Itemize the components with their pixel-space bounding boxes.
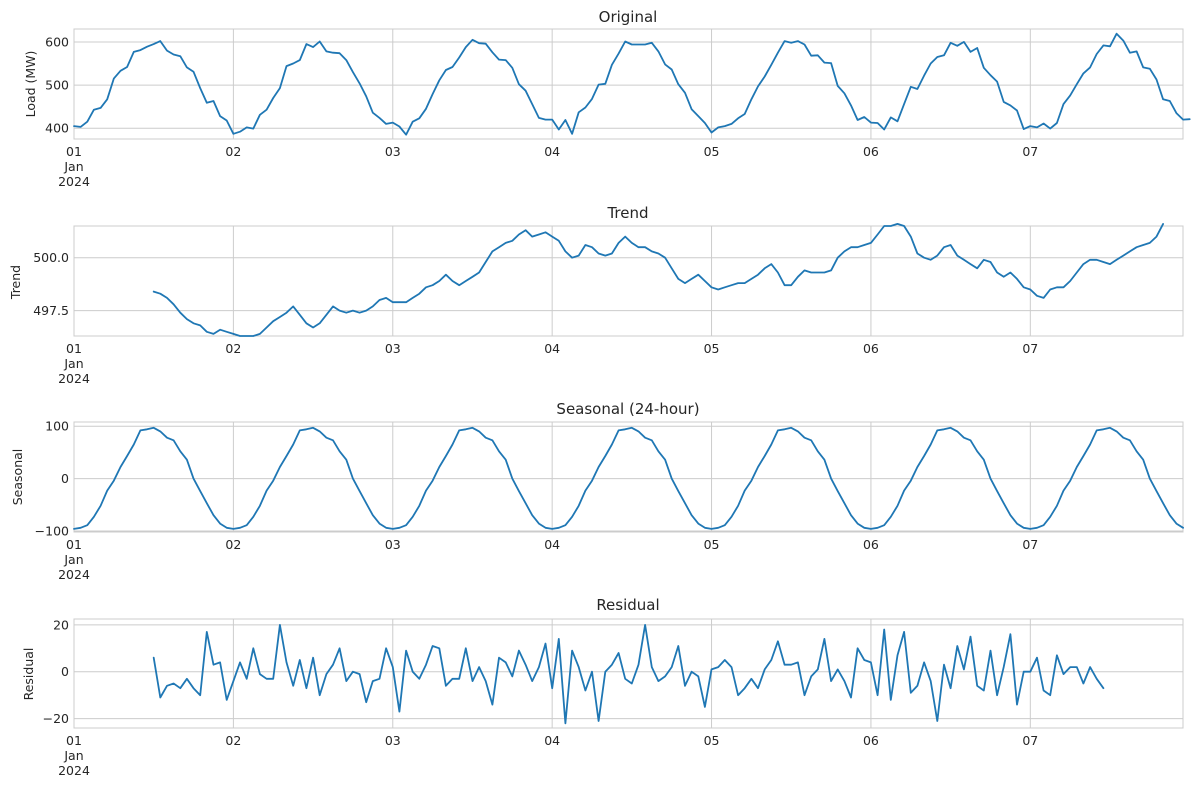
- seasonal-title: Seasonal (24-hour): [556, 400, 699, 418]
- seasonal-y-tick-label: 0: [61, 471, 69, 486]
- trend-y-axis-label: Trend: [8, 265, 23, 300]
- original-y-axis-label: Load (MW): [23, 51, 38, 118]
- original-x-tick-label-06: 06: [863, 144, 879, 159]
- seasonal-x-tick-label-05: 05: [704, 537, 720, 552]
- original-plot-area: 01 Jan 2024 02 03 04 05 06 07 400 500 600: [45, 28, 1191, 189]
- original-axes-frame: [73, 28, 1184, 140]
- original-y-tick-label: 500: [45, 78, 69, 93]
- residual-x-tick-label-05: 05: [704, 733, 720, 748]
- trend-panel: Trend Trend 01 Jan 2024 02 03 04 05 06 07 497.5 50…: [8, 204, 1184, 386]
- residual-y-tick-label: −20: [43, 711, 69, 726]
- residual-x-tick-label-03: 03: [385, 733, 401, 748]
- trend-x-tick-label-07: 07: [1022, 341, 1038, 356]
- original-series-line: [73, 32, 1191, 136]
- residual-y-axis-label: Residual: [21, 648, 36, 701]
- trend-x-tick-label-06: 06: [863, 341, 879, 356]
- original-x-tick-label-03: 03: [385, 144, 401, 159]
- original-title: Original: [599, 8, 658, 26]
- residual-y-tick-label: 0: [61, 664, 69, 679]
- residual-x-tick-label-06: 06: [863, 733, 879, 748]
- trend-y-tick-label: 497.5: [33, 303, 69, 318]
- original-x-tick-label-05: 05: [704, 144, 720, 159]
- residual-x-tick-label-07: 07: [1022, 733, 1038, 748]
- trend-x-tick-label-jan-01: 01 Jan 2024: [58, 341, 90, 386]
- original-x-tick-label-04: 04: [544, 144, 560, 159]
- seasonal-y-tick-label: −100: [35, 523, 69, 538]
- residual-x-tick-label-jan-01: 01 Jan 2024: [58, 733, 90, 778]
- original-x-tick-label-02: 02: [225, 144, 241, 159]
- seasonal-x-tick-label-jan-01: 01 Jan 2024: [58, 537, 90, 582]
- seasonal-x-tick-label-06: 06: [863, 537, 879, 552]
- original-x-tick-label-07: 07: [1022, 144, 1038, 159]
- residual-series-line: [152, 624, 1105, 725]
- original-panel: Original Load (MW) 01 Jan 2024 02 03 04 05 06 07…: [23, 8, 1191, 189]
- trend-y-tick-label: 500.0: [33, 250, 69, 265]
- residual-title: Residual: [596, 596, 659, 614]
- residual-x-tick-label-02: 02: [225, 733, 241, 748]
- trend-x-tick-label-04: 04: [544, 341, 560, 356]
- seasonal-plot-area: 01 Jan 2024 02 03 04 05 06 07 −100 0 100: [35, 419, 1184, 582]
- seasonal-y-tick-label: 100: [45, 419, 69, 434]
- seasonal-axes-frame: [73, 421, 1184, 533]
- original-x-tick-label-jan-01: 01 Jan 2024: [58, 144, 90, 189]
- trend-x-tick-label-05: 05: [704, 341, 720, 356]
- seasonal-y-axis-label: Seasonal: [10, 449, 25, 506]
- residual-x-tick-label-04: 04: [544, 733, 560, 748]
- trend-plot-area: 01 Jan 2024 02 03 04 05 06 07 497.5 500.0: [33, 222, 1184, 386]
- trend-title: Trend: [606, 204, 648, 222]
- residual-axes-frame: [73, 618, 1184, 729]
- residual-y-tick-label: 20: [53, 617, 69, 632]
- trend-series-line: [152, 222, 1164, 337]
- original-y-tick-label: 600: [45, 34, 69, 49]
- trend-x-tick-label-03: 03: [385, 341, 401, 356]
- seasonal-x-tick-label-07: 07: [1022, 537, 1038, 552]
- residual-panel: Residual Residual 01 Jan 2024 02 03 04 05 06 07 −…: [21, 596, 1184, 778]
- residual-plot-area: 01 Jan 2024 02 03 04 05 06 07 −20 0 20: [43, 617, 1184, 778]
- seasonal-x-tick-label-03: 03: [385, 537, 401, 552]
- trend-axes-frame: [73, 225, 1184, 337]
- seasonal-series-line: [73, 426, 1184, 530]
- trend-x-tick-label-02: 02: [225, 341, 241, 356]
- seasonal-x-tick-label-02: 02: [225, 537, 241, 552]
- seasonal-x-tick-label-04: 04: [544, 537, 560, 552]
- original-y-tick-label: 400: [45, 121, 69, 136]
